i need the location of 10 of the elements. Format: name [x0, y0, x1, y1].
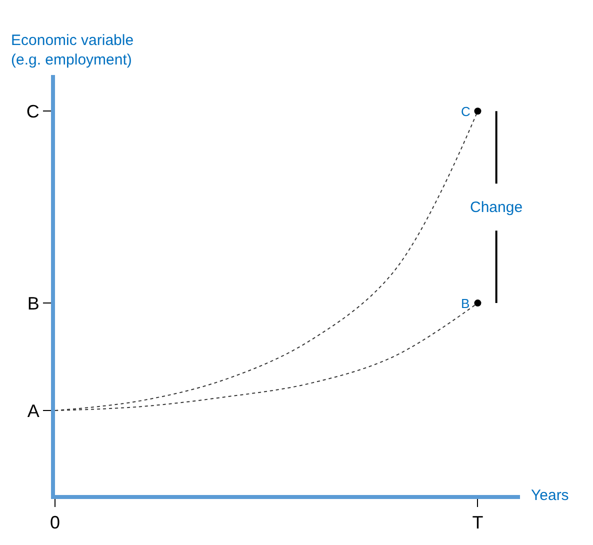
text: A	[27, 400, 40, 421]
x-axis-title: Years	[531, 487, 569, 504]
y-axis-title: Economic variable (e.g. employment)	[11, 32, 134, 68]
annotation: Change	[470, 199, 523, 216]
text: B	[27, 293, 40, 314]
x-tick-label: T	[472, 512, 484, 533]
x-tick-label: 0	[50, 512, 60, 533]
annotation: C	[461, 104, 470, 119]
annotation: B	[461, 296, 470, 311]
text: C	[26, 101, 40, 122]
